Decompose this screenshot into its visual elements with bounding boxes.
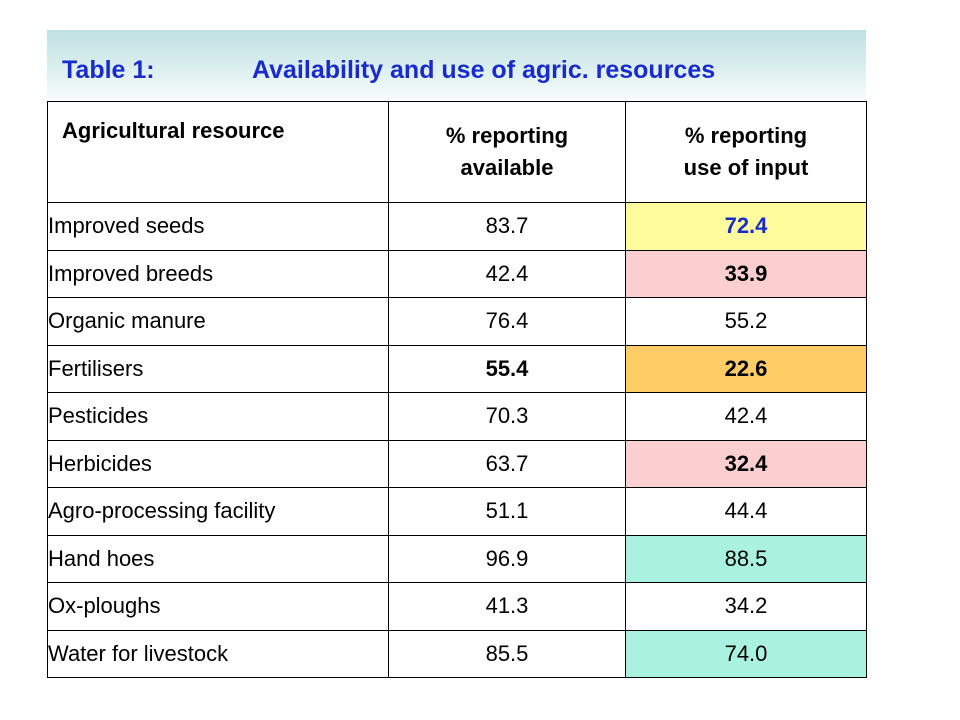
resource-name-cell: Hand hoes — [47, 534, 389, 583]
header-percent-use: % reporting use of input — [625, 101, 867, 203]
table-row: Improved seeds 83.7 72.4 — [47, 202, 867, 251]
percent-use-cell: 42.4 — [625, 392, 867, 441]
percent-use-cell: 74.0 — [625, 629, 867, 678]
percent-available-cell: 85.5 — [388, 629, 626, 678]
table-row: Herbicides 63.7 32.4 — [47, 439, 867, 488]
table-header-row: Agricultural resource % reporting availa… — [47, 101, 867, 203]
table-row: Organic manure 76.4 55.2 — [47, 297, 867, 346]
percent-available-cell: 51.1 — [388, 487, 626, 536]
header-available-line2: available — [460, 155, 554, 180]
resource-name-cell: Pesticides — [47, 392, 389, 441]
resource-name-cell: Ox-ploughs — [47, 582, 389, 631]
resources-table: Agricultural resource % reporting availa… — [47, 101, 867, 678]
resource-name-cell: Fertilisers — [47, 344, 389, 393]
percent-available-cell: 83.7 — [388, 202, 626, 251]
title-banner — [47, 30, 866, 100]
table-row: Fertilisers 55.4 22.6 — [47, 344, 867, 393]
percent-available-cell: 96.9 — [388, 534, 626, 583]
percent-available-cell: 76.4 — [388, 297, 626, 346]
percent-available-cell: 42.4 — [388, 249, 626, 298]
header-use-line1: % reporting — [684, 123, 808, 148]
header-percent-available: % reporting available — [388, 101, 626, 203]
percent-available-cell: 55.4 — [388, 344, 626, 393]
table-title-label: Table 1: — [62, 56, 155, 84]
table-body: Improved seeds 83.7 72.4 Improved breeds 42.… — [47, 202, 867, 678]
table-row: Agro-processing facility 51.1 44.4 — [47, 487, 867, 536]
percent-use-cell: 33.9 — [625, 249, 867, 298]
percent-use-cell: 44.4 — [625, 487, 867, 536]
table-row: Water for livestock 85.5 74.0 — [47, 629, 867, 678]
percent-use-cell: 32.4 — [625, 439, 867, 488]
table-row: Improved breeds 42.4 33.9 — [47, 249, 867, 298]
table-row: Ox-ploughs 41.3 34.2 — [47, 582, 867, 631]
percent-available-cell: 63.7 — [388, 439, 626, 488]
table-row: Hand hoes 96.9 88.5 — [47, 534, 867, 583]
header-use-line2: use of input — [683, 155, 809, 180]
percent-use-cell: 72.4 — [625, 202, 867, 251]
resource-name-cell: Organic manure — [47, 297, 389, 346]
resource-name-cell: Water for livestock — [47, 629, 389, 678]
percent-use-cell: 88.5 — [625, 534, 867, 583]
resource-name-cell: Improved seeds — [47, 202, 389, 251]
percent-available-cell: 41.3 — [388, 582, 626, 631]
header-agricultural-resource: Agricultural resource — [47, 101, 389, 203]
table-title-text: Availability and use of agric. resources — [252, 56, 716, 84]
resource-name-cell: Improved breeds — [47, 249, 389, 298]
table-row: Pesticides 70.3 42.4 — [47, 392, 867, 441]
percent-use-cell: 34.2 — [625, 582, 867, 631]
percent-available-cell: 70.3 — [388, 392, 626, 441]
header-available-line1: % reporting — [445, 123, 569, 148]
resource-name-cell: Herbicides — [47, 439, 389, 488]
percent-use-cell: 22.6 — [625, 344, 867, 393]
resource-name-cell: Agro-processing facility — [47, 487, 389, 536]
percent-use-cell: 55.2 — [625, 297, 867, 346]
table-title: Table 1: Availability and use of agric. … — [62, 56, 715, 85]
